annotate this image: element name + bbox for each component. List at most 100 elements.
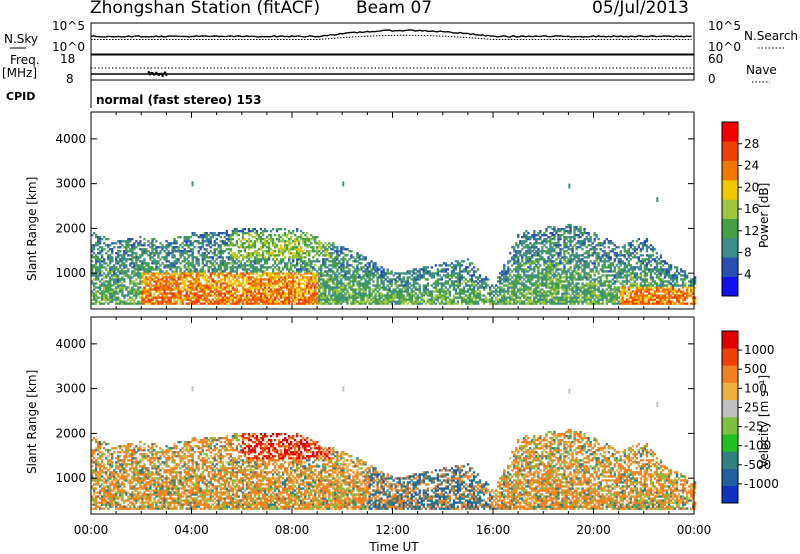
power-cell: [573, 276, 576, 279]
power-cell: [235, 242, 239, 245]
power-cell: [183, 270, 186, 273]
power-cell: [205, 292, 208, 295]
power-cell: [344, 248, 347, 251]
power-cell: [485, 298, 488, 301]
power-cell: [340, 296, 343, 299]
power-cell: [414, 296, 417, 299]
power-cell: [368, 300, 371, 303]
power-cell: [537, 250, 540, 253]
power-cell: [290, 276, 293, 279]
power-cell: [233, 296, 237, 299]
power-cell: [143, 244, 146, 247]
power-cell: [167, 246, 170, 249]
power-cell: [344, 270, 347, 273]
power-cell: [310, 278, 313, 281]
power-cell: [173, 254, 176, 257]
power-cell: [249, 292, 253, 295]
power-cell: [306, 236, 309, 239]
power-cell: [131, 250, 134, 253]
power-cell: [161, 246, 164, 249]
power-cell: [472, 274, 476, 277]
power-cell: [533, 290, 536, 293]
power-cell: [545, 242, 548, 245]
power-cell: [324, 300, 327, 303]
power-cell: [360, 284, 363, 287]
power-cell: [354, 270, 357, 273]
power-cell: [314, 240, 317, 243]
power-cell: [480, 300, 484, 303]
power-cell: [537, 278, 540, 281]
power-cell: [209, 282, 212, 285]
power-cell: [334, 286, 337, 289]
power-cell: [589, 236, 592, 239]
power-cell: [294, 238, 297, 241]
power-cell: [418, 284, 421, 287]
power-cell: [304, 276, 307, 279]
power-cell: [141, 298, 144, 301]
power-cell: [277, 252, 281, 255]
power-cell: [143, 302, 146, 305]
power-cell: [97, 270, 100, 273]
power-cell: [515, 244, 518, 247]
power-cell: [338, 302, 341, 305]
power-cell: [288, 240, 291, 243]
power-cell: [509, 296, 512, 299]
power-cell: [571, 288, 574, 291]
power-cell: [279, 228, 283, 231]
power-cell: [165, 282, 168, 285]
power-cell: [217, 256, 220, 259]
power-cell: [143, 248, 146, 251]
power-cell: [537, 254, 540, 257]
power-cell: [223, 280, 227, 283]
power-cell: [545, 238, 548, 241]
power-cell: [332, 264, 335, 267]
power-cell: [105, 288, 108, 291]
power-cell: [157, 300, 160, 303]
power-cell: [113, 282, 116, 285]
power-cell: [557, 296, 560, 299]
power-cell: [157, 288, 160, 291]
power-cell: [446, 272, 450, 275]
power-cell: [545, 280, 548, 283]
power-cell: [203, 272, 206, 275]
power-cell: [336, 246, 339, 249]
power-cell: [340, 264, 343, 267]
power-cell: [466, 298, 470, 301]
power-cell: [233, 252, 237, 255]
power-cell: [125, 286, 128, 289]
power-cell: [145, 250, 148, 253]
power-cell: [531, 284, 534, 287]
power-cell: [466, 266, 470, 269]
power-cell: [569, 248, 572, 251]
power-cell: [197, 240, 200, 243]
power-cell: [350, 288, 353, 291]
power-cell: [157, 286, 160, 289]
power-cell: [521, 242, 524, 245]
power-cell: [390, 272, 393, 275]
power-cell: [245, 260, 249, 263]
power-cell: [547, 300, 550, 303]
power-cell: [193, 240, 196, 243]
power-cell: [356, 276, 359, 279]
power-cell: [499, 272, 502, 275]
power-cell: [585, 262, 588, 265]
power-cell: [569, 288, 572, 291]
power-cell: [529, 242, 532, 245]
power-cell: [523, 236, 526, 239]
power-cell: [179, 236, 182, 239]
power-cell: [310, 302, 313, 305]
power-cell: [282, 278, 285, 281]
power-cell: [263, 296, 267, 299]
power-cell: [499, 298, 502, 301]
power-cell: [294, 252, 297, 255]
power-cell: [577, 282, 580, 285]
power-cell: [294, 294, 297, 297]
power-cell: [298, 292, 301, 295]
power-cell: [265, 272, 269, 275]
power-cell: [525, 236, 528, 239]
power-cell: [322, 272, 325, 275]
power-cell: [249, 288, 253, 291]
power-cell: [342, 268, 345, 271]
power-cell: [229, 302, 233, 305]
power-cell: [503, 296, 506, 299]
